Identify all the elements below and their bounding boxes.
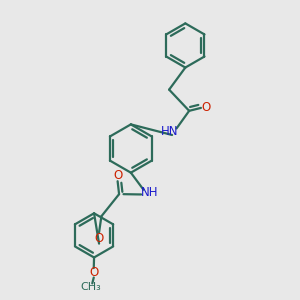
Text: NH: NH — [141, 186, 159, 199]
Text: O: O — [113, 169, 122, 182]
Text: O: O — [94, 232, 104, 245]
Text: O: O — [202, 101, 211, 114]
Text: O: O — [89, 266, 98, 279]
Text: CH₃: CH₃ — [80, 282, 101, 292]
Text: HN: HN — [160, 125, 178, 138]
